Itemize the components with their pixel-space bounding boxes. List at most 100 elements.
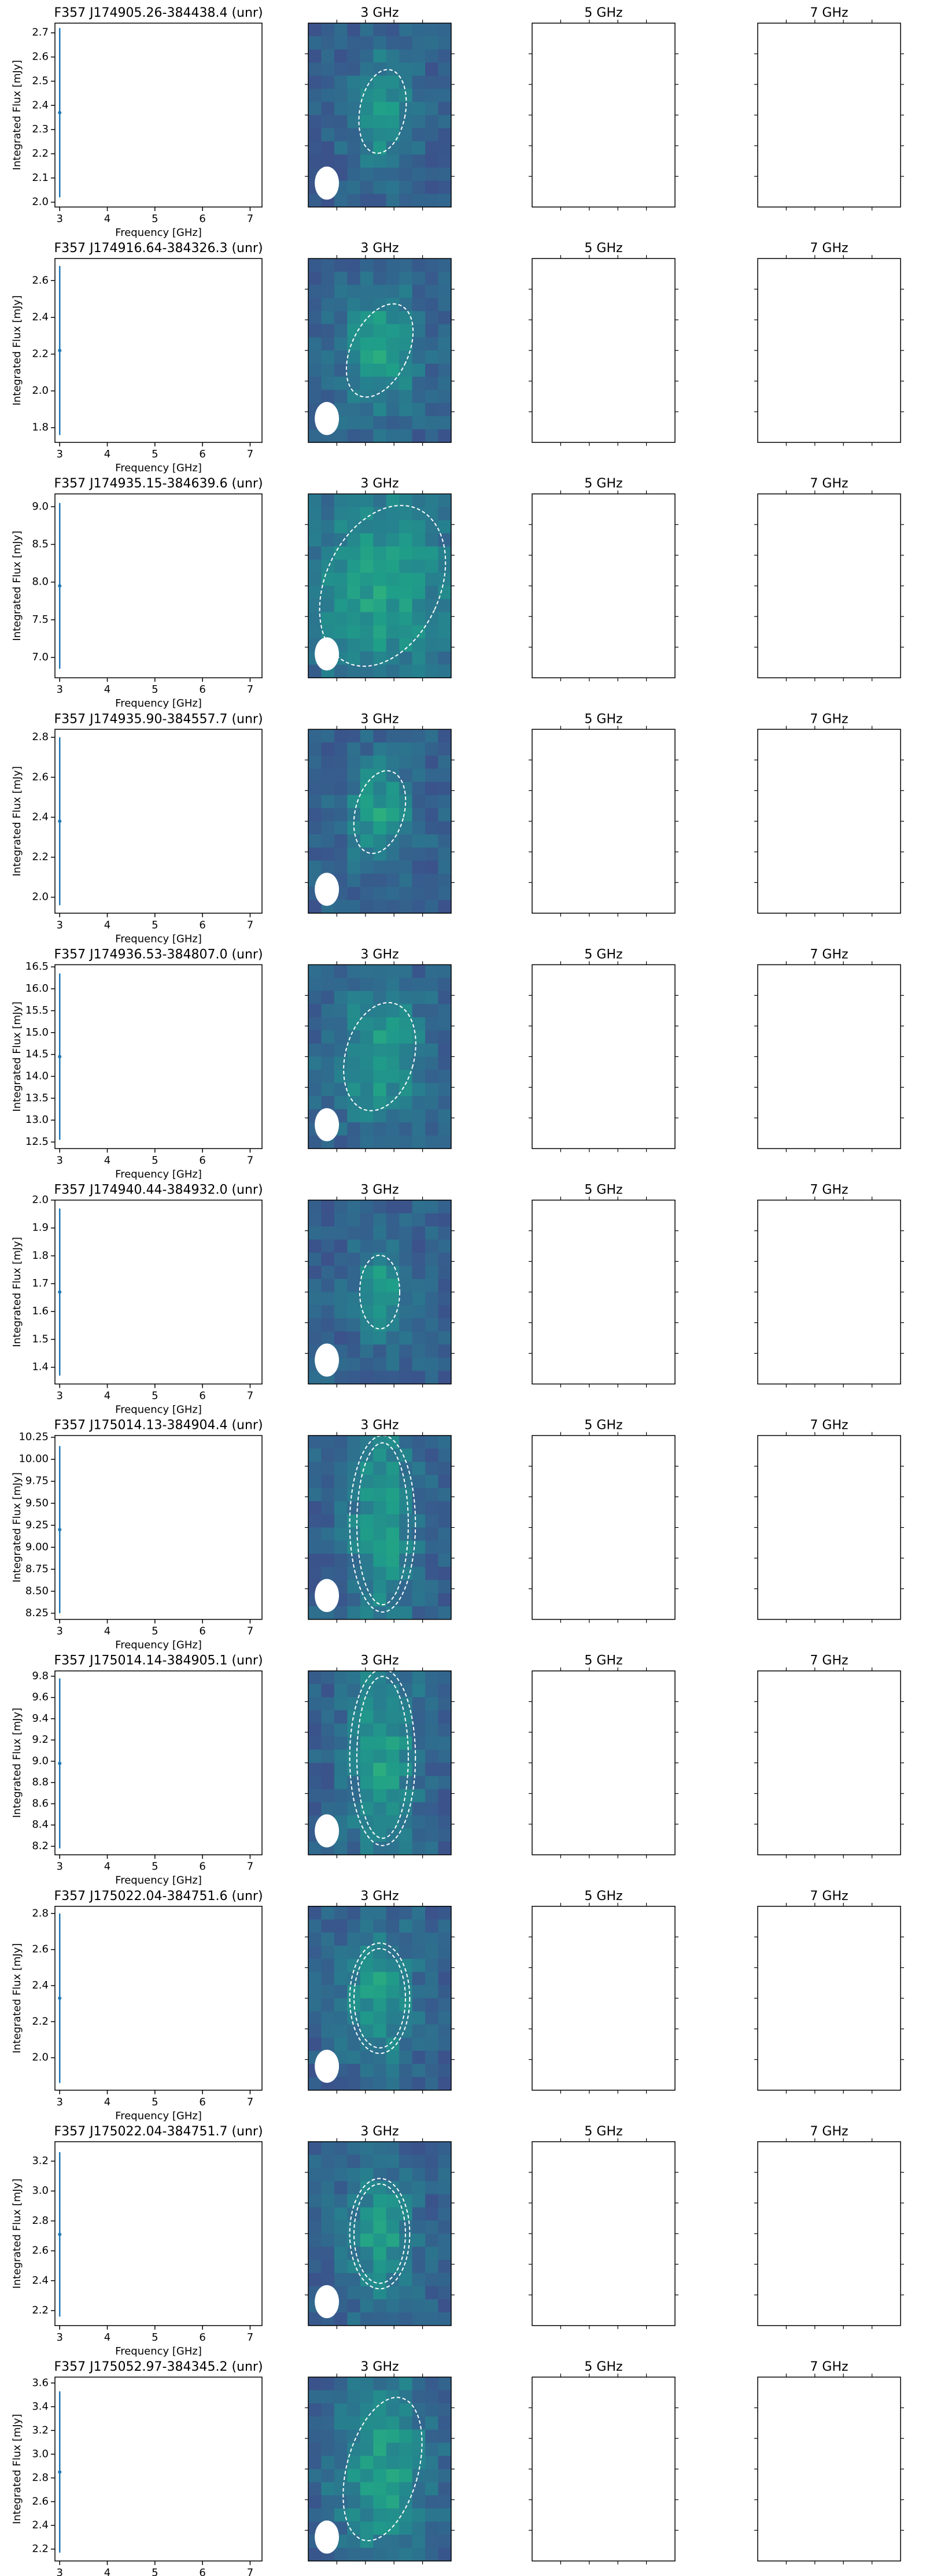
pixel [321,834,335,848]
pixel [334,1135,348,1149]
pixel [373,350,387,364]
panel-frame [308,2141,452,2326]
beam [315,167,340,200]
pixel [399,1344,413,1358]
pixel [399,1435,413,1449]
pixel [334,1985,348,1999]
pixel [308,1972,322,1986]
pixel [425,416,439,430]
pixel [347,1527,361,1541]
pixel [360,75,374,90]
pixel [386,1554,400,1568]
plot-frame [54,23,263,208]
pixel [425,1056,439,1070]
pixel [360,2403,374,2417]
pixel [334,1998,348,2012]
pixel [399,2064,413,2078]
pixel [425,755,439,769]
pixel [412,1554,426,1568]
pixel [373,586,387,600]
pixel [334,1239,348,1253]
pixel [360,62,374,76]
pixel [360,1488,374,1502]
pixel [373,180,387,194]
pixel [360,860,374,874]
pixel [347,128,361,142]
pixel [386,559,400,573]
pixel [386,1932,400,1946]
pixel [334,2207,348,2221]
pixel [308,991,322,1005]
pixel [399,88,413,102]
pixel [360,768,374,782]
y-tick-label: 10.25 [19,1431,49,1443]
pixel [347,729,361,743]
pixel [334,1278,348,1292]
pixel [334,2194,348,2208]
pixel [308,1945,322,1960]
pixel [399,1030,413,1044]
y-axis-label: Integrated Flux [mJy] [11,1237,23,1347]
pixel [373,1292,387,1306]
plot-title: F357 J175014.14-384905.1 (unr) [54,1654,263,1668]
pixel [438,900,452,914]
x-axis-label: Frequency [GHz] [115,462,202,474]
pixel [321,2220,335,2234]
pixel [386,1266,400,1280]
pixel [373,2548,387,2562]
pixel [399,376,413,390]
pixel [321,271,335,286]
pixel [321,598,335,613]
y-tick-label: 2.2 [32,2015,49,2027]
panel-frame [308,258,452,443]
pixel [438,1370,452,1384]
pixel [386,1736,400,1750]
panel-title: 5 GHz [584,1654,622,1668]
pixel [373,128,387,142]
pixel [321,258,335,272]
pixel [308,1474,322,1488]
pixel [308,1096,322,1110]
pixel [425,2299,439,2313]
x-axis-label: Frequency [GHz] [115,2345,202,2357]
pixel [438,1096,452,1110]
pixel [321,494,335,508]
pixel [425,2154,439,2168]
pixel [360,2469,374,2483]
pixel [360,2495,374,2509]
pixel [321,2246,335,2260]
pixel [347,2548,361,2562]
pixel [308,1501,322,1515]
pixel [425,88,439,102]
panel-title: 3 GHz [360,476,399,491]
pixel [412,1030,426,1044]
pixel [360,2154,374,2168]
pixel [399,1932,413,1946]
pixel [308,755,322,769]
y-tick-label: 2.2 [32,851,49,863]
pixel [386,2154,400,2168]
panel-frame [757,2377,901,2562]
pixel [334,1540,348,1554]
pixel [373,1527,387,1541]
pixel [360,1122,374,1136]
pixel [360,1252,374,1266]
pixel [399,494,413,508]
pixel [334,2220,348,2234]
pixel [438,115,452,129]
pixel [399,1540,413,1554]
pixel [412,1906,426,1920]
pixel [399,847,413,861]
pixel [334,2233,348,2248]
pixel [347,1448,361,1462]
pixel [412,1998,426,2012]
pixel [438,1239,452,1253]
pixel [412,2312,426,2326]
pixel [425,742,439,756]
pixel [438,1070,452,1084]
pixel [334,2077,348,2091]
pixel [321,1554,335,1568]
pixel [399,2286,413,2300]
pixel [399,1331,413,1345]
pixel [438,1004,452,1018]
